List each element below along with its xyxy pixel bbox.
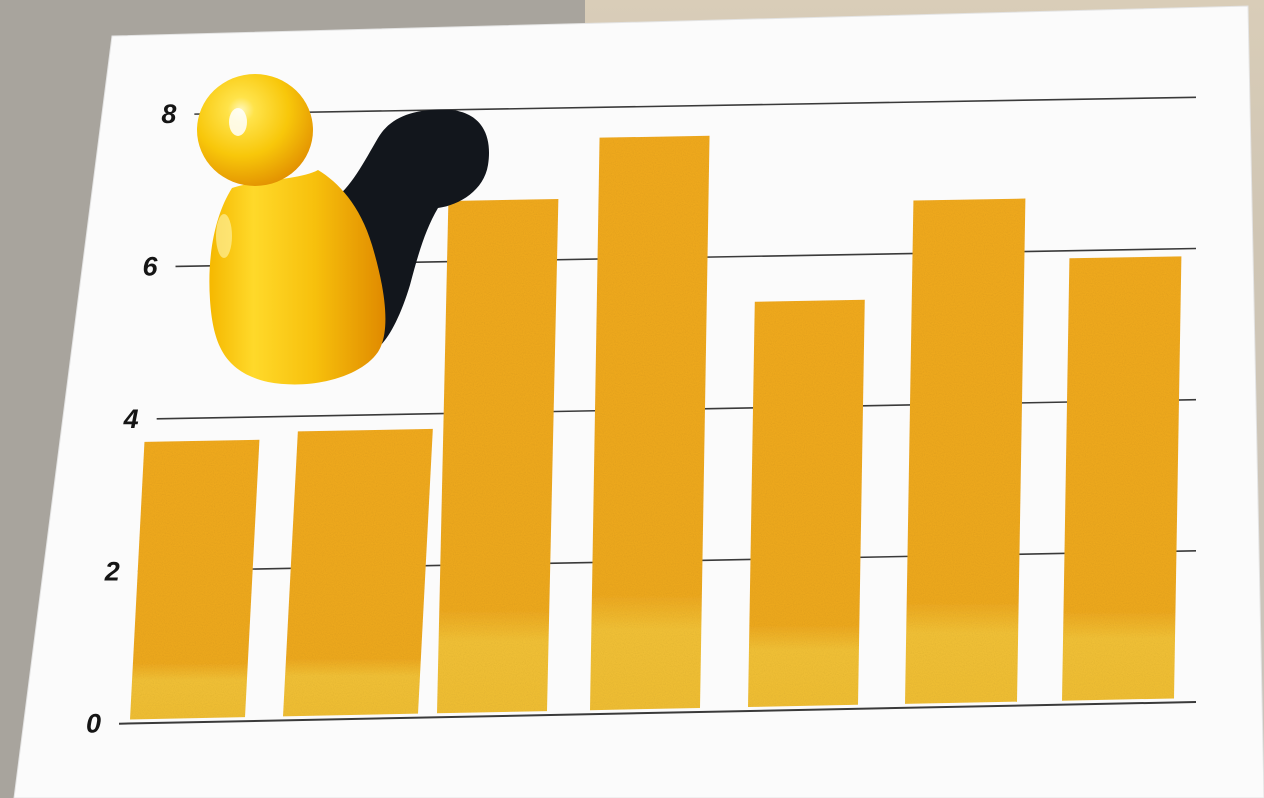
y-tick-label: 0 [86, 709, 101, 739]
y-tick-label: 8 [161, 99, 176, 129]
yellow-game-pawn-icon [197, 74, 386, 385]
bar [590, 135, 710, 711]
bar [130, 439, 260, 720]
y-tick-label: 2 [104, 556, 120, 586]
y-tick-labels: 0 2 4 6 8 [86, 99, 176, 739]
bar [1062, 256, 1182, 701]
bar [905, 198, 1026, 704]
bar [283, 428, 433, 717]
bar [748, 299, 865, 708]
gridline-8 [194, 96, 1197, 115]
y-tick-label: 6 [142, 251, 158, 281]
y-tick-label: 4 [123, 404, 139, 434]
bar [437, 199, 559, 714]
bar-layer [130, 135, 1182, 720]
gridline-0 [118, 701, 1197, 725]
